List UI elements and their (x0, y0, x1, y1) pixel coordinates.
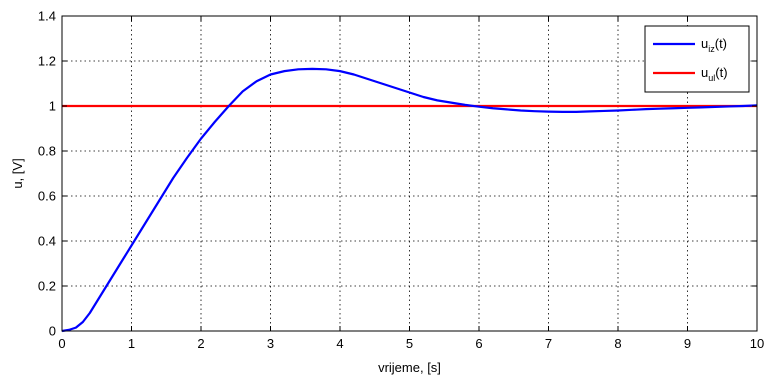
y-tick-label: 0 (49, 324, 56, 339)
legend-entry: uul(t) (701, 65, 728, 83)
x-tick-label: 1 (128, 336, 135, 351)
legend-entry: uiz(t) (701, 36, 727, 54)
x-tick-label: 5 (406, 336, 413, 351)
tick-labels: 0 1 2 3 4 5 6 7 8 9 10 0 0.2 0.4 0.6 0.8 1 1.2 1.4 (38, 9, 764, 352)
y-tick-label: 1 (49, 99, 56, 114)
x-tick-label: 9 (684, 336, 691, 351)
x-tick-label: 2 (197, 336, 204, 351)
x-tick-label: 4 (336, 336, 343, 351)
x-tick-label: 10 (750, 336, 764, 351)
y-tick-label: 1.4 (38, 9, 56, 24)
axis-ticks (61, 15, 758, 332)
legend: uiz(t) uul(t) (644, 25, 750, 93)
x-axis-label: vrijeme, [s] (378, 360, 441, 375)
x-tick-label: 8 (614, 336, 621, 351)
y-tick-label: 0.6 (38, 189, 56, 204)
x-tick-label: 7 (545, 336, 552, 351)
y-tick-label: 1.2 (38, 54, 56, 69)
x-tick-label: 6 (475, 336, 482, 351)
y-axis-label: u, [V] (10, 158, 25, 188)
legend-box (644, 25, 750, 93)
x-tick-label: 0 (58, 336, 65, 351)
y-tick-label: 0.8 (38, 144, 56, 159)
y-tick-label: 0.2 (38, 279, 56, 294)
series-layer (61, 67, 758, 333)
y-tick-label: 0.4 (38, 234, 56, 249)
series-line-1 (61, 67, 758, 333)
x-tick-label: 3 (267, 336, 274, 351)
